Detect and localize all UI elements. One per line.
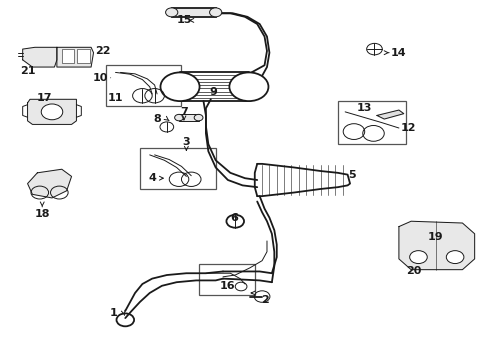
Circle shape bbox=[174, 114, 183, 121]
Bar bbox=[179, 114, 198, 121]
Bar bbox=[62, 49, 74, 63]
Bar bbox=[140, 148, 216, 189]
Bar bbox=[77, 49, 90, 63]
Circle shape bbox=[229, 72, 269, 101]
Polygon shape bbox=[399, 221, 475, 270]
Text: 20: 20 bbox=[406, 266, 421, 276]
Bar bbox=[106, 65, 181, 107]
Text: 21: 21 bbox=[20, 66, 35, 76]
Circle shape bbox=[160, 72, 199, 101]
Polygon shape bbox=[57, 47, 94, 67]
Bar bbox=[198, 264, 255, 295]
Text: 5: 5 bbox=[349, 170, 356, 180]
Circle shape bbox=[166, 8, 178, 17]
Text: 15: 15 bbox=[176, 15, 192, 26]
Polygon shape bbox=[27, 99, 76, 125]
Circle shape bbox=[410, 251, 427, 264]
Text: 16: 16 bbox=[220, 281, 236, 291]
Text: 17: 17 bbox=[37, 93, 52, 103]
Circle shape bbox=[41, 104, 63, 120]
Polygon shape bbox=[377, 110, 404, 119]
Text: 22: 22 bbox=[96, 46, 111, 56]
Text: 14: 14 bbox=[391, 48, 407, 58]
Polygon shape bbox=[27, 169, 72, 198]
Text: 3: 3 bbox=[183, 138, 190, 147]
Text: 18: 18 bbox=[34, 209, 50, 219]
Polygon shape bbox=[23, 47, 57, 67]
Text: 11: 11 bbox=[108, 93, 123, 103]
Circle shape bbox=[194, 114, 203, 121]
Text: 13: 13 bbox=[357, 103, 372, 113]
Text: 4: 4 bbox=[148, 173, 156, 183]
Text: 12: 12 bbox=[401, 123, 416, 133]
Text: 19: 19 bbox=[428, 232, 443, 242]
Text: 2: 2 bbox=[261, 295, 269, 305]
Bar bbox=[172, 8, 216, 17]
Text: 7: 7 bbox=[180, 107, 188, 117]
Bar bbox=[338, 101, 406, 144]
Text: 1: 1 bbox=[110, 308, 118, 318]
Text: 8: 8 bbox=[153, 114, 161, 124]
Text: 9: 9 bbox=[209, 87, 217, 97]
Circle shape bbox=[446, 251, 464, 264]
Text: 6: 6 bbox=[230, 213, 238, 222]
Circle shape bbox=[210, 8, 222, 17]
Text: 10: 10 bbox=[93, 73, 109, 83]
